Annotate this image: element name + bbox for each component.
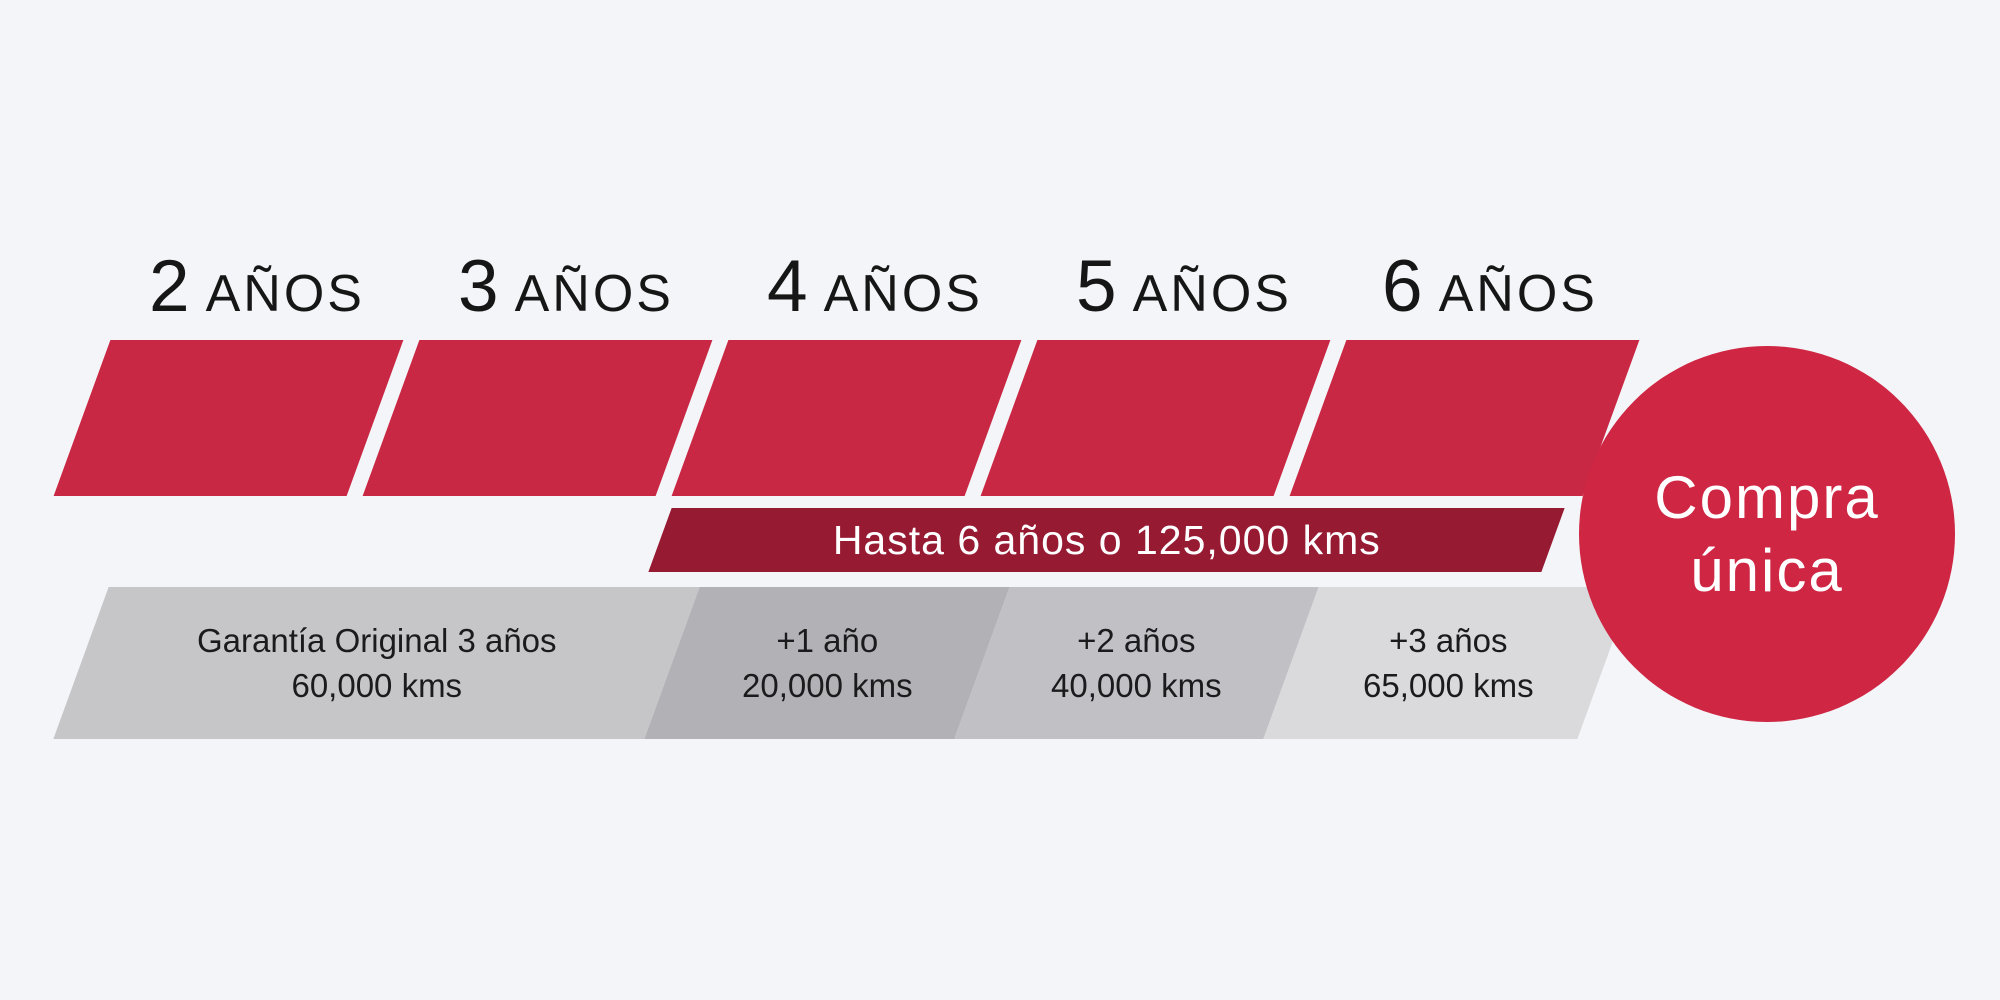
warranty-section-line2: 60,000 kms [291,667,462,704]
year-number: 5 [1076,246,1117,327]
year-number: 2 [149,246,190,327]
warranty-segment-year-5 [980,340,1331,496]
warranty-section-plus1: +1 año 20,000 kms [644,587,1010,739]
warranty-section-line1: +1 año [776,622,878,659]
warranty-section-line1: +2 años [1077,622,1196,659]
year-label-4: 4 AÑOS [695,250,1055,330]
extension-banner-text: Hasta 6 años o 125,000 kms [832,516,1381,563]
warranty-segment-year-4 [671,340,1022,496]
warranty-section-line2: 20,000 kms [741,667,913,704]
year-unit: AÑOS [205,265,365,323]
year-number: 3 [458,246,499,327]
warranty-segment-year-6 [1289,340,1640,496]
badge-line1: Compra [1654,464,1880,531]
year-unit: AÑOS [1438,265,1598,323]
warranty-section-plus2: +2 años 40,000 kms [954,587,1319,739]
warranty-section-line1: +3 años [1388,622,1508,659]
year-unit: AÑOS [1132,265,1292,323]
year-label-2: 2 AÑOS [77,250,437,330]
year-label-3: 3 AÑOS [386,250,746,330]
year-number: 6 [1382,246,1423,327]
badge-line2: única [1690,537,1844,604]
warranty-section-line2: 65,000 kms [1362,667,1534,704]
warranty-section-line2: 40,000 kms [1051,667,1222,704]
extension-banner: Hasta 6 años o 125,000 kms [648,508,1565,572]
year-unit: AÑOS [823,265,983,323]
year-label-5: 5 AÑOS [1004,250,1364,330]
warranty-section-line1: Garantía Original 3 años [196,622,557,659]
single-purchase-badge: Compra única [1579,346,1955,722]
warranty-section-plus3: +3 años 65,000 kms [1263,587,1633,739]
year-label-6: 6 AÑOS [1310,250,1670,330]
year-number: 4 [767,246,808,327]
warranty-segment-year-2 [53,340,404,496]
warranty-segment-year-3 [362,340,713,496]
warranty-section-original: Garantía Original 3 años 60,000 kms [53,587,700,739]
year-unit: AÑOS [514,265,674,323]
